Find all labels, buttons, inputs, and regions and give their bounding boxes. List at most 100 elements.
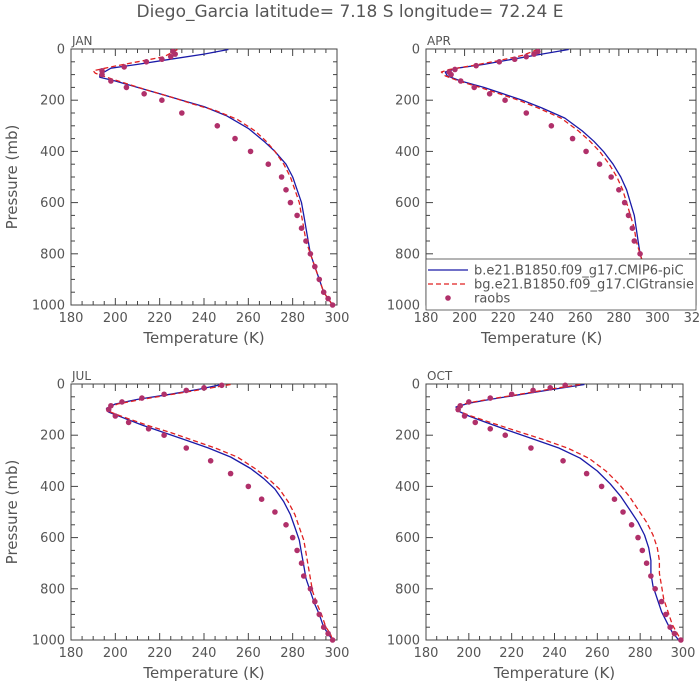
raobs-point <box>652 586 658 592</box>
x-tick-label: 240 <box>192 646 217 661</box>
series-line-dashed <box>108 383 334 641</box>
plot-frame <box>425 383 684 641</box>
y-tick-label: 800 <box>40 247 65 262</box>
raobs-point <box>172 51 178 57</box>
raobs-point <box>298 560 305 566</box>
raobs-point <box>145 426 152 432</box>
raobs-point <box>508 391 515 398</box>
x-tick-label: 280 <box>280 311 305 326</box>
legend-label: bg.e21.B1850.f09_g17.CIGtransie <box>474 278 694 293</box>
series-line-dashed <box>455 383 682 641</box>
raobs-point <box>562 382 569 389</box>
legend-box <box>425 258 697 311</box>
raobs-point <box>258 496 265 503</box>
x-tick-label: 260 <box>236 311 261 326</box>
raobs-point <box>528 445 534 451</box>
raobs-point <box>265 161 272 167</box>
raobs-point <box>487 426 494 432</box>
y-tick-label: 800 <box>40 582 65 597</box>
raobs-point <box>547 385 554 391</box>
y-tick-label: 200 <box>395 94 420 109</box>
raobs-point <box>639 547 646 554</box>
raobs-point <box>179 110 185 116</box>
y-tick-label: 600 <box>395 531 420 546</box>
raobs-point <box>637 251 643 257</box>
raobs-point <box>312 598 318 605</box>
raobs-point <box>523 110 530 116</box>
raobs-point <box>161 432 167 439</box>
x-tick-label: 320 <box>684 311 700 326</box>
panel-apr: 180 200 220 240 260 280 300 320 0 200 400 600 800 100… <box>387 34 700 347</box>
raobs-point <box>548 123 555 129</box>
raobs-point <box>452 66 458 73</box>
x-tick-label: 260 <box>568 311 593 326</box>
y-tick-label: 1000 <box>387 299 420 314</box>
y-tick-label: 200 <box>395 429 420 444</box>
raobs-point <box>596 161 603 167</box>
panel-jan: 180 200 220 240 260 280 300 0 200 400 600 800 1000 JA… <box>3 34 349 347</box>
panel-label: APR <box>427 34 451 48</box>
x-tick-label: 260 <box>585 646 610 661</box>
raobs-point <box>625 212 632 219</box>
raobs-point <box>502 432 509 439</box>
x-tick-label: 240 <box>542 646 567 661</box>
raobs-point <box>112 413 119 419</box>
figure-title: Diego_Garcia latitude= 7.18 S longitude=… <box>136 2 564 22</box>
raobs-point <box>628 522 635 528</box>
raobs-point <box>487 395 494 401</box>
raobs-point <box>232 135 238 142</box>
x-tick-label: 220 <box>147 311 172 326</box>
raobs-point <box>218 382 225 389</box>
raobs-point <box>608 174 614 180</box>
raobs-point <box>320 624 327 630</box>
raobs-point <box>631 238 638 244</box>
raobs-point <box>214 123 221 129</box>
raobs-point <box>247 148 254 155</box>
y-tick-label: 800 <box>395 247 420 262</box>
raobs-point <box>105 406 112 413</box>
raobs-point <box>560 458 566 464</box>
series-line-solid <box>99 48 334 306</box>
y-axis-label: Pressure (mb) <box>3 460 21 565</box>
raobs-point <box>125 419 132 426</box>
raobs-point <box>643 560 650 566</box>
y-tick-label: 600 <box>40 531 65 546</box>
raobs-point <box>658 598 665 605</box>
raobs-point <box>530 387 536 394</box>
raobs-point <box>663 611 669 618</box>
x-tick-label: 280 <box>628 646 653 661</box>
raobs-point <box>316 611 323 618</box>
y-tick-label: 800 <box>395 582 420 597</box>
x-tick-label: 200 <box>103 646 128 661</box>
raobs-point <box>287 199 294 206</box>
raobs-point <box>611 496 618 503</box>
x-tick-label: 300 <box>645 311 670 326</box>
x-tick-label: 200 <box>456 646 481 661</box>
raobs-point <box>121 64 127 70</box>
raobs-point <box>629 225 636 231</box>
panel-oct: 180 200 220 240 260 280 300 0 200 400 600 800 1000 OC… <box>387 369 696 682</box>
raobs-point <box>312 263 318 270</box>
raobs-point <box>294 547 300 554</box>
raobs-point <box>139 395 145 401</box>
y-tick-label: 200 <box>40 429 65 444</box>
y-tick-label: 0 <box>412 378 420 393</box>
series-line-dashed <box>92 48 334 306</box>
raobs-point <box>621 199 628 206</box>
x-tick-label: 180 <box>414 646 439 661</box>
x-tick-label: 260 <box>236 646 261 661</box>
x-tick-label: 240 <box>529 311 554 326</box>
raobs-point <box>648 573 654 579</box>
panel-label: JAN <box>71 34 93 48</box>
raobs-point <box>300 573 307 579</box>
y-tick-label: 200 <box>40 94 65 109</box>
legend-marker <box>445 295 451 301</box>
raobs-point <box>99 67 105 74</box>
raobs-point <box>616 187 622 193</box>
x-axis-label: Temperature (K) <box>142 329 264 347</box>
raobs-point <box>523 53 530 60</box>
raobs-point <box>316 276 323 283</box>
raobs-point <box>159 56 165 63</box>
raobs-point <box>531 51 537 57</box>
raobs-point <box>457 78 464 84</box>
